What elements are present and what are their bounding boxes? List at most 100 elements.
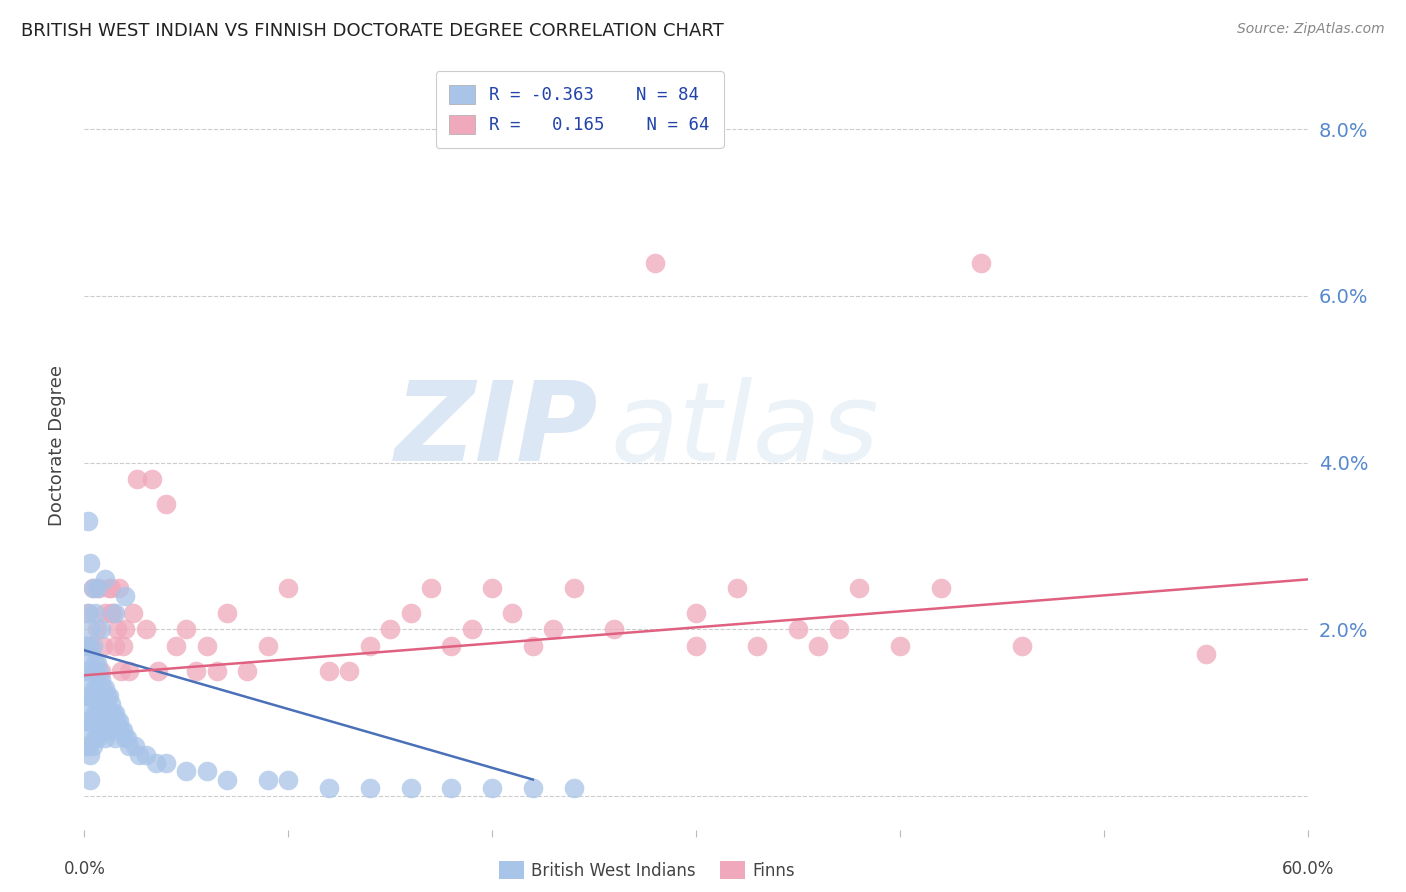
Point [101, 606, 124, 620]
Point [122, 606, 145, 620]
Point [685, 606, 707, 620]
Point [83, 656, 105, 670]
Text: British West Indians: British West Indians [531, 863, 696, 880]
Point [90, 664, 112, 678]
Point [205, 664, 228, 678]
Point [83, 706, 105, 720]
Point [644, 255, 666, 269]
Point [86, 731, 108, 745]
Point [562, 581, 585, 595]
Point [502, 606, 524, 620]
Point [114, 623, 136, 637]
Point [118, 739, 141, 754]
Point [97, 689, 120, 703]
Point [481, 780, 503, 795]
Point [104, 639, 127, 653]
Point [522, 780, 544, 795]
Point [440, 639, 463, 653]
Text: 0.0%: 0.0% [63, 860, 105, 878]
Point [96, 689, 118, 703]
Point [380, 623, 402, 637]
Y-axis label: Doctorate Degree: Doctorate Degree [48, 366, 66, 526]
Point [82, 581, 104, 595]
Point [105, 714, 128, 728]
Point [108, 714, 131, 728]
Point [86, 681, 108, 695]
Point [787, 623, 810, 637]
Point [101, 706, 124, 720]
Point [79, 639, 101, 653]
Point [127, 472, 149, 486]
Point [77, 664, 100, 678]
Point [100, 581, 122, 595]
Text: atlas: atlas [610, 377, 879, 484]
Point [104, 706, 127, 720]
Point [195, 764, 218, 779]
Point [79, 723, 101, 737]
Point [97, 581, 120, 595]
Point [82, 639, 104, 653]
Point [257, 639, 280, 653]
Point [82, 581, 104, 595]
Point [83, 731, 105, 745]
Point [128, 747, 150, 762]
Point [195, 639, 218, 653]
Point [86, 623, 108, 637]
Point [91, 639, 114, 653]
Point [420, 581, 443, 595]
Point [79, 772, 101, 787]
Point [359, 780, 381, 795]
Point [75, 689, 97, 703]
Point [77, 606, 100, 620]
Point [100, 698, 122, 712]
Point [165, 639, 187, 653]
Point [318, 664, 340, 678]
Point [104, 731, 127, 745]
Point [685, 639, 707, 653]
Point [145, 756, 167, 770]
Point [186, 664, 208, 678]
Point [90, 698, 112, 712]
Point [603, 623, 626, 637]
Point [82, 664, 104, 678]
Point [141, 472, 163, 486]
Point [79, 698, 101, 712]
Point [105, 623, 128, 637]
Point [318, 780, 340, 795]
Point [86, 656, 108, 670]
Text: BRITISH WEST INDIAN VS FINNISH DOCTORATE DEGREE CORRELATION CHART: BRITISH WEST INDIAN VS FINNISH DOCTORATE… [21, 22, 724, 40]
Point [77, 639, 100, 653]
Point [481, 581, 503, 595]
Text: Source: ZipAtlas.com: Source: ZipAtlas.com [1237, 22, 1385, 37]
Point [93, 731, 115, 745]
Point [217, 606, 239, 620]
Point [83, 664, 105, 678]
Point [118, 664, 141, 678]
Point [77, 714, 100, 728]
Point [543, 623, 565, 637]
Point [87, 689, 110, 703]
Text: Finns: Finns [752, 863, 794, 880]
Point [110, 723, 132, 737]
Point [82, 689, 104, 703]
Legend: R = -0.363    N = 84, R =   0.165    N = 64: R = -0.363 N = 84, R = 0.165 N = 64 [436, 71, 724, 148]
Point [115, 731, 138, 745]
Point [82, 739, 104, 754]
Point [75, 664, 97, 678]
Point [77, 514, 100, 528]
Point [77, 689, 100, 703]
Point [174, 764, 197, 779]
Point [174, 623, 197, 637]
Point [236, 664, 259, 678]
Point [93, 573, 115, 587]
Point [562, 780, 585, 795]
Point [114, 589, 136, 603]
Point [339, 664, 361, 678]
Point [461, 623, 484, 637]
Point [257, 772, 280, 787]
Point [75, 714, 97, 728]
Point [77, 739, 100, 754]
Point [114, 731, 136, 745]
Point [146, 664, 169, 678]
Point [75, 639, 97, 653]
